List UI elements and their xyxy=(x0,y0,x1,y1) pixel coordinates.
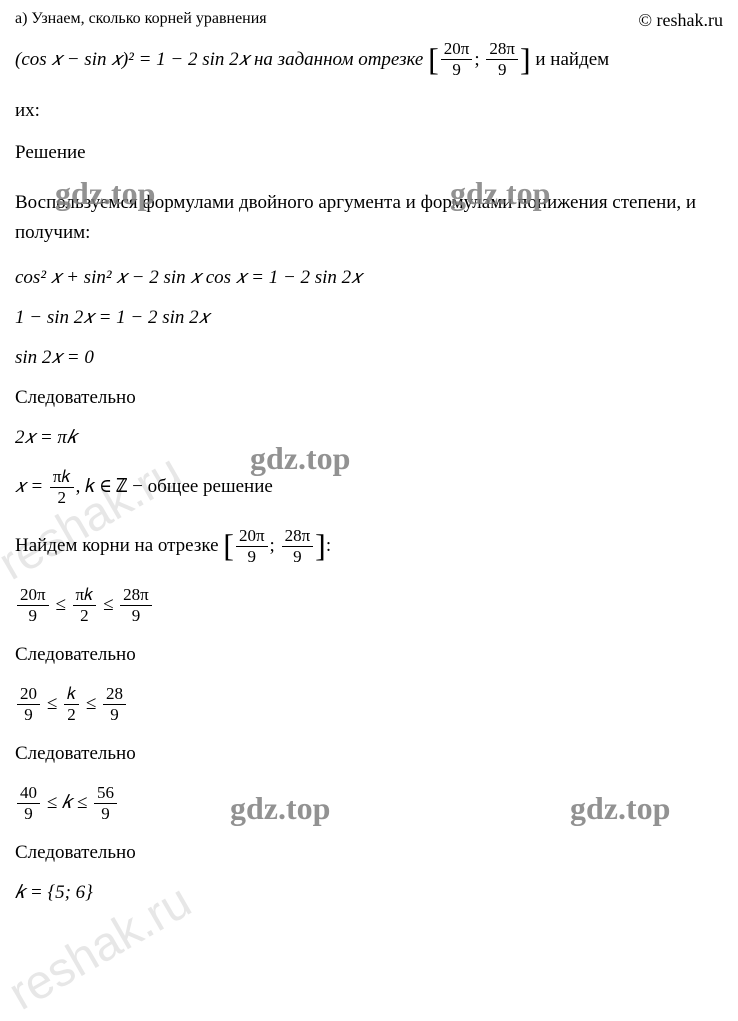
header-row: а) Узнаем, сколько корней уравнения © re… xyxy=(15,10,723,31)
use-formulas: Воспользуемся формулами двойного аргумен… xyxy=(15,188,723,249)
them-label: их: xyxy=(15,100,723,122)
copyright-label: © reshak.ru xyxy=(638,10,723,31)
inequality-3: 40 9 ≤ 𝑘 ≤ 56 9 xyxy=(15,783,723,824)
find-roots-line: Найдем корни на отрезке [ 20π 9 ; 28π 9 … xyxy=(15,526,723,567)
solution-label: Решение xyxy=(15,142,723,164)
eq-main-suffix: и найдем xyxy=(535,49,609,71)
therefore-4: Следовательно xyxy=(15,842,723,864)
equation-2: 1 − sin 2𝑥 = 1 − 2 sin 2𝑥 xyxy=(15,307,723,329)
equation-5: 𝑥 = π𝑘 2 , 𝑘 ∈ ℤ − общее решение xyxy=(15,467,723,508)
equation-3: sin 2𝑥 = 0 xyxy=(15,347,723,369)
equation-4: 2𝑥 = π𝑘 xyxy=(15,427,723,449)
interval-den2: 9 xyxy=(486,60,518,80)
k-set: 𝑘 = {5; 6} xyxy=(15,882,723,904)
find-roots-text: Найдем корни на отрезке xyxy=(15,535,219,557)
eq5-num: π𝑘 xyxy=(50,467,74,488)
interval-den1: 9 xyxy=(441,60,473,80)
therefore-2: Следовательно xyxy=(15,644,723,666)
interval-num1: 20π xyxy=(441,39,473,60)
eq-main-text: (cos 𝑥 − sin 𝑥)² = 1 − 2 sin 2𝑥 на задан… xyxy=(15,49,423,71)
therefore-3: Следовательно xyxy=(15,743,723,765)
inequality-2: 20 9 ≤ 𝑘 2 ≤ 28 9 xyxy=(15,684,723,725)
eq5-prefix: 𝑥 = xyxy=(15,476,43,498)
equation-1: cos² 𝑥 + sin² 𝑥 − 2 sin 𝑥 cos 𝑥 = 1 − 2 … xyxy=(15,267,723,289)
eq5-suffix: , 𝑘 ∈ ℤ − общее решение xyxy=(76,476,273,498)
therefore-1: Следовательно xyxy=(15,387,723,409)
part-label: а) Узнаем, сколько корней уравнения xyxy=(15,10,267,28)
interval-num2: 28π xyxy=(486,39,518,60)
eq5-den: 2 xyxy=(50,488,74,508)
main-equation: (cos 𝑥 − sin 𝑥)² = 1 − 2 sin 2𝑥 на задан… xyxy=(15,39,723,80)
inequality-1: 20π 9 ≤ π𝑘 2 ≤ 28π 9 xyxy=(15,585,723,626)
